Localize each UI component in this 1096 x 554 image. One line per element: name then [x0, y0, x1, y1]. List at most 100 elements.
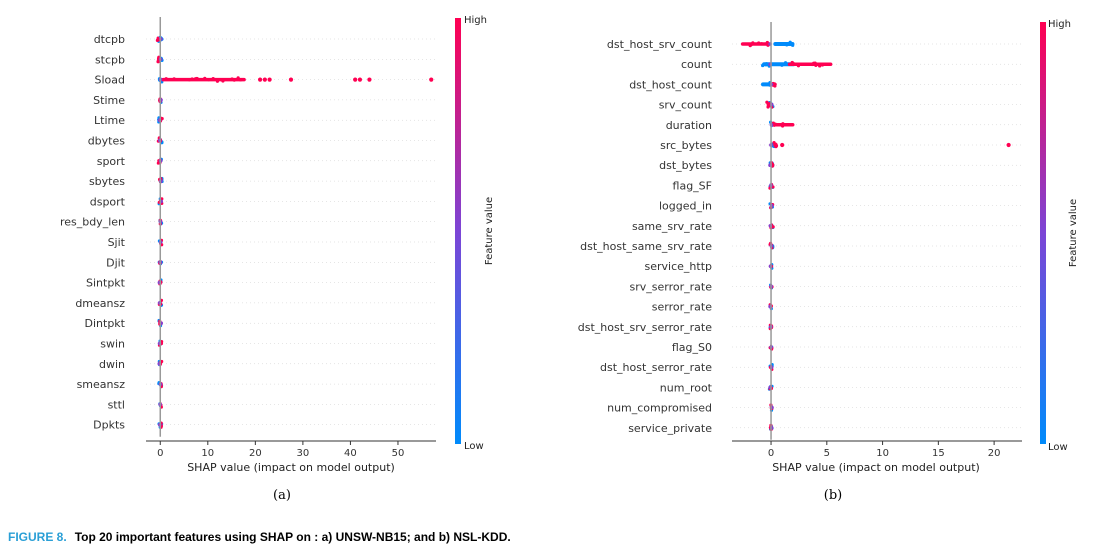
panel-b: 0 5 10 15 20 dst_host_srv_countcountdst_host…: [578, 19, 1079, 503]
panel-a-colorbar-low-label: Low: [464, 441, 484, 452]
panel-a-x-axis-label: SHAP value (impact on model output): [187, 461, 395, 474]
panel-b-high-band: [740, 42, 772, 46]
panel-b-outlier-point: [780, 142, 785, 148]
panel-b-outlier-point: [1006, 142, 1011, 148]
figure-caption-text: Top 20 important features using SHAP on …: [74, 530, 511, 544]
panel-a-feature-label: sttl: [108, 398, 125, 411]
panel-a-x-tick-label: 40: [344, 448, 357, 459]
panel-a-feature-label: Sintpkt: [86, 277, 126, 290]
panel-a-x-tick-label: 30: [297, 448, 310, 459]
panel-b-point: [790, 42, 794, 46]
panel-b-feature-label: flag_SF: [673, 179, 712, 192]
figure-caption-label: FIGURE 8.: [8, 530, 67, 544]
panel-b-point: [780, 63, 784, 67]
panel-b-feature-label: dst_host_count: [629, 78, 712, 91]
panel-b-point: [757, 41, 761, 45]
panel-a-point: [187, 78, 191, 82]
panel-b-point: [772, 141, 776, 145]
panel-b-x-axis: 0 5 10 15 20: [732, 22, 1022, 459]
panel-b-point: [765, 40, 769, 45]
panel-a-feature-label: Sjit: [108, 236, 126, 249]
panel-b-feature-label: dst_bytes: [659, 159, 712, 172]
panel-b-feature-label: count: [681, 58, 713, 71]
panel-a-point: [164, 77, 168, 81]
panel-b-subtitle: (b): [824, 488, 842, 503]
panel-a-feature-label: stcpb: [95, 53, 125, 66]
panel-a-point: [232, 78, 236, 82]
panel-b-colorbar-title: Feature value: [1068, 199, 1079, 267]
panel-a-feature-label: sbytes: [89, 175, 125, 188]
panel-a-point: [207, 78, 211, 82]
panel-a-outlier-point: [262, 77, 267, 82]
panel-a-outlier-point: [267, 77, 272, 82]
panel-b-feature-label: src_bytes: [660, 139, 712, 152]
panel-a-outlier-point: [429, 77, 434, 82]
panel-a-feature-label: Sload: [95, 74, 126, 87]
panel-a-feature-label: Ltime: [94, 114, 125, 127]
panel-a-point: [190, 77, 194, 81]
panel-a-x-axis: 0 10 20 30 40 50: [146, 17, 436, 459]
panel-b-feature-label: srv_count: [659, 99, 713, 112]
panel-b-feature-label: srv_serror_rate: [630, 280, 713, 293]
panel-b-feature-label: num_compromised: [607, 402, 712, 415]
panel-a-outlier-point: [257, 77, 263, 82]
figure-caption: FIGURE 8. Top 20 important features using…: [8, 530, 511, 544]
panel-b-feature-label: serror_rate: [652, 301, 712, 314]
panel-b-point: [766, 105, 770, 109]
panel-b-feature-label: dst_host_srv_serror_rate: [578, 321, 712, 334]
panel-a-point: [193, 77, 198, 81]
panel-a-points: [146, 35, 436, 429]
panel-a-feature-label: dwin: [99, 358, 125, 371]
panel-a-feature-label: Dintpkt: [85, 317, 126, 330]
panel-a-outlier-point: [357, 77, 363, 82]
panel-a-point: [156, 60, 160, 64]
panel-b-colorbar: [1040, 22, 1046, 444]
panel-b-point: [812, 61, 816, 65]
panel-b-feature-label: dst_host_srv_count: [607, 38, 713, 51]
panel-b-point: [764, 63, 768, 67]
panel-b-point: [818, 62, 823, 67]
panel-b-point: [814, 63, 818, 68]
panel-a-x-tick-label: 20: [249, 448, 262, 459]
panel-a-point: [172, 77, 176, 81]
panel-b-x-tick-label: 0: [768, 448, 774, 459]
panel-b-point: [773, 84, 777, 88]
panel-b-point: [748, 44, 752, 48]
panel-a-subtitle: (a): [273, 488, 291, 503]
panel-a-colorbar-title: Feature value: [484, 197, 495, 265]
panel-b-feature-label: dst_host_same_srv_rate: [580, 240, 712, 253]
panel-b-x-tick-label: 15: [932, 448, 945, 459]
panel-b-point: [783, 61, 788, 65]
panel-a-feature-label: Stime: [93, 94, 125, 107]
panel-b-points: [732, 40, 1022, 431]
panel-b-x-axis-label: SHAP value (impact on model output): [772, 461, 980, 474]
panel-b-feature-label: service_http: [645, 260, 713, 273]
panel-b-x-tick-label: 10: [876, 448, 889, 459]
panel-a-feature-label: res_bdy_len: [60, 216, 125, 229]
panel-a-feature-labels: dtcpb stcpb Sload Stime Ltime dbytes sport sbyt…: [60, 33, 126, 432]
panel-a-feature-label: dmeansz: [75, 297, 125, 310]
panel-b-point: [774, 144, 779, 148]
panel-a-feature-label: sport: [97, 155, 126, 168]
panel-b-point: [780, 124, 785, 128]
panel-b-x-tick-label: 20: [988, 448, 1001, 459]
panel-a-point: [156, 161, 160, 165]
panel-a-feature-label: dbytes: [88, 135, 126, 148]
panel-a-feature-label: Dpkts: [93, 419, 125, 432]
panel-b-colorbar-high-label: High: [1048, 19, 1071, 30]
panel-a-feature-label: swin: [100, 338, 125, 351]
panel-a-x-tick-label: 10: [201, 448, 214, 459]
panel-a-feature-label: dtcpb: [94, 33, 125, 46]
panel-b-point: [761, 63, 765, 68]
panel-a-colorbar: [455, 18, 461, 444]
panel-a-point: [221, 79, 225, 83]
panel-b-point: [796, 64, 801, 68]
panel-a-point: [236, 77, 240, 82]
panel-b-feature-label: dst_host_serror_rate: [600, 361, 712, 374]
panel-b-point: [765, 100, 769, 104]
panel-b-feature-label: service_private: [628, 422, 712, 435]
panel-a-feature-label: smeansz: [77, 378, 126, 391]
panel-b-feature-label: duration: [666, 119, 712, 132]
